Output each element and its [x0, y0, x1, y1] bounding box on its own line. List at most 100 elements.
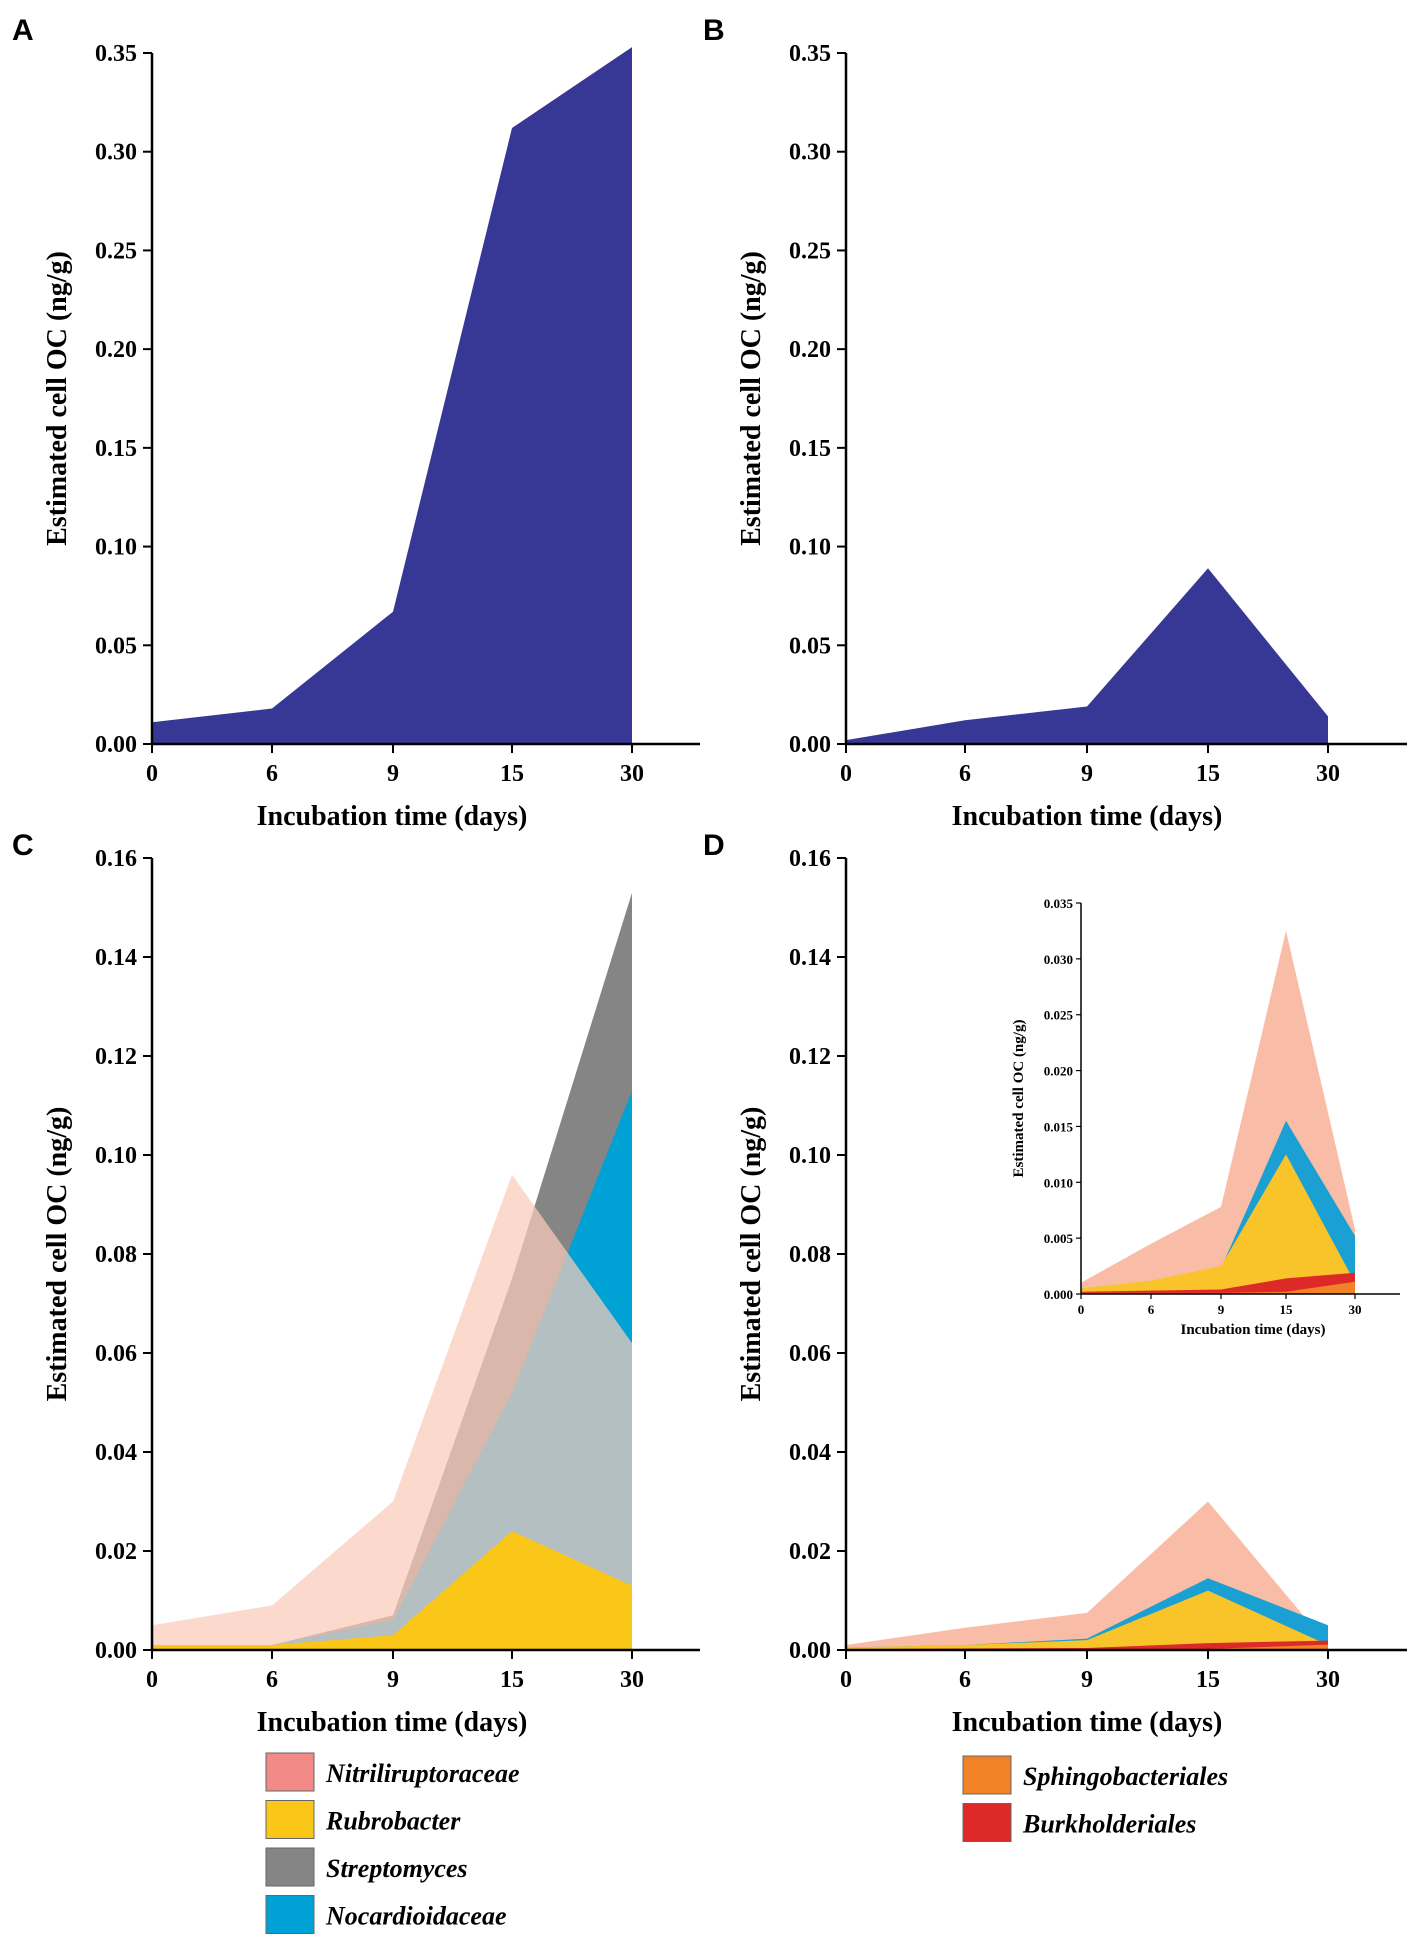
panel-d-inset-y-tick-label: 0.020 — [1044, 1064, 1073, 1079]
panel-c-y-tick-label: 0.06 — [95, 1341, 137, 1367]
panel-d-x-tick-label: 6 — [959, 1667, 971, 1693]
panel-label-b: B — [703, 14, 725, 47]
panel-b-y-tick-label: 0.15 — [789, 436, 831, 462]
panel-d-inset-y-tick-label: 0.010 — [1044, 1175, 1073, 1190]
panel-d-y-tick-label: 0.08 — [789, 1242, 831, 1268]
panel-c-y-tick-label: 0.02 — [95, 1539, 137, 1565]
panel-d-y-tick-label: 0.00 — [789, 1638, 831, 1664]
panel-label-d: D — [703, 829, 725, 862]
legend-swatch-burkholderiales — [962, 1803, 1012, 1842]
panel-a-x-axis-title: Incubation time (days) — [257, 801, 528, 832]
legend-swatch-nocardioidaceae — [265, 1895, 315, 1934]
panel-b-area-total — [846, 568, 1328, 744]
panel-a-y-tick-label: 0.30 — [95, 140, 137, 166]
panel-a-x-tick-label: 0 — [146, 761, 158, 787]
panel-d-inset-area-rubrobacter — [1081, 1154, 1355, 1294]
panel-d-inset-area-sphingobacteriales — [1081, 1281, 1355, 1294]
panel-d-inset-y-tick-label: 0.035 — [1044, 896, 1074, 911]
panel-b-x-tick-label: 0 — [840, 761, 852, 787]
panel-c-y-tick-label: 0.10 — [95, 1143, 137, 1169]
panel-d-inset-y-tick-label: 0.005 — [1044, 1231, 1074, 1246]
panel-a-y-tick-label: 0.00 — [95, 732, 137, 758]
panel-d-x-tick-label: 15 — [1196, 1667, 1220, 1693]
panel-d-inset-x-axis-title: Incubation time (days) — [1180, 1322, 1325, 1338]
legend-label-nocardioidaceae: Nocardioidaceae — [325, 1902, 507, 1931]
panel-a-x-tick-label: 15 — [500, 761, 524, 787]
panel-b-y-tick-label: 0.05 — [789, 633, 831, 659]
legend-swatch-sphingobacteriales — [962, 1755, 1012, 1795]
legend-label-streptomyces: Streptomyces — [326, 1854, 468, 1883]
panel-d-inset-x-tick-label: 6 — [1148, 1302, 1155, 1317]
panel-d-inset-y-tick-label: 0.030 — [1044, 952, 1073, 967]
panel-c-area-rubrobacter — [152, 1531, 632, 1650]
panel-b-x-tick-label: 15 — [1196, 761, 1220, 787]
panel-d-inset-x-tick-label: 30 — [1349, 1302, 1362, 1317]
panel-a-area-total — [152, 47, 632, 745]
panel-a-y-axis-title: Estimated cell OC (ng/g) — [42, 251, 73, 546]
panel-d-inset-y-tick-label: 0.025 — [1044, 1008, 1074, 1023]
panel-c-y-tick-label: 0.14 — [95, 945, 137, 971]
panel-d-y-axis-title: Estimated cell OC (ng/g) — [736, 1107, 767, 1402]
legend-label-burkholderiales: Burkholderiales — [1022, 1810, 1196, 1839]
panel-b-y-tick-label: 0.00 — [789, 732, 831, 758]
panel-b-y-tick-label: 0.35 — [789, 41, 831, 67]
legend-swatch-rubrobacter — [265, 1800, 315, 1839]
panel-d-chart: 0.00 0.02 0.04 0.06 0.08 0.10 0.12 0.14 0.16 0 6 9 1… — [736, 846, 1407, 1738]
legend-swatch-streptomyces — [265, 1847, 315, 1887]
legend-label-sphingobacteriales: Sphingobacteriales — [1023, 1762, 1228, 1791]
panel-b-x-tick-label: 30 — [1316, 761, 1340, 787]
panel-d-inset-area-burkholderiales — [1081, 1272, 1355, 1294]
panel-a-y-tick-label: 0.05 — [95, 633, 137, 659]
panel-c-y-tick-label: 0.08 — [95, 1242, 137, 1268]
legend-label-nitriliruptoraceae: Nitriliruptoraceae — [325, 1759, 520, 1788]
panel-b-x-tick-label: 6 — [959, 761, 971, 787]
panel-b-x-tick-label: 9 — [1081, 761, 1093, 787]
legend-swatch-nitriliruptoraceae — [265, 1752, 315, 1792]
legend-label-rubrobacter: Rubrobacter — [325, 1807, 461, 1836]
panel-d-inset-y-axis-title: Estimated cell OC (ng/g) — [1011, 1020, 1027, 1178]
panel-a-x-tick-label: 9 — [387, 761, 399, 787]
panel-c-x-tick-label: 9 — [387, 1667, 399, 1693]
panel-c-x-tick-label: 0 — [146, 1667, 158, 1693]
panel-d-y-tick-label: 0.12 — [789, 1044, 831, 1070]
panel-d-y-tick-label: 0.06 — [789, 1341, 831, 1367]
panel-c-y-axis-title: Estimated cell OC (ng/g) — [42, 1107, 73, 1402]
panel-c-y-tick-label: 0.12 — [95, 1044, 137, 1070]
panel-d-x-tick-label: 0 — [840, 1667, 852, 1693]
panel-d-y-tick-label: 0.14 — [789, 945, 831, 971]
panel-b-x-axis-title: Incubation time (days) — [952, 801, 1223, 832]
panel-d-inset-y-tick-label: 0.000 — [1044, 1287, 1073, 1302]
panel-a-y-tick-label: 0.35 — [95, 41, 137, 67]
panel-b-y-tick-label: 0.30 — [789, 140, 831, 166]
panel-d-inset-chart: 0.000 0.005 0.010 0.015 0.020 0.025 0.030 0.035… — [1011, 896, 1400, 1338]
panel-c-x-axis-title: Incubation time (days) — [257, 1707, 528, 1738]
panel-a-x-tick-label: 30 — [620, 761, 644, 787]
panel-d-area-rubrobacter — [846, 1590, 1328, 1650]
panel-d-area-burkholderiales — [846, 1640, 1328, 1650]
panel-c-chart: 0.00 0.02 0.04 0.06 0.08 0.10 0.12 0.14 0.16 0 6 9 1… — [42, 846, 700, 1738]
panel-b-y-tick-label: 0.20 — [789, 337, 831, 363]
panel-d-y-tick-label: 0.10 — [789, 1143, 831, 1169]
panel-a-x-tick-label: 6 — [266, 761, 278, 787]
legend-right: Sphingobacteriales Burkholderiales — [962, 1755, 1228, 1842]
panel-a-chart: 0.00 0.05 0.10 0.15 0.20 0.25 0.30 0.35 0 6 9 15 30 I… — [42, 41, 700, 832]
panel-d-inset-x-tick-label: 0 — [1078, 1302, 1085, 1317]
panel-c-y-tick-label: 0.04 — [95, 1440, 137, 1466]
panel-b-y-axis-title: Estimated cell OC (ng/g) — [736, 251, 767, 546]
panel-c-y-tick-label: 0.00 — [95, 1638, 137, 1664]
panel-c-x-tick-label: 30 — [620, 1667, 644, 1693]
panel-label-a: A — [12, 14, 34, 47]
panel-d-x-tick-label: 30 — [1316, 1667, 1340, 1693]
panel-d-x-axis-title: Incubation time (days) — [952, 1707, 1223, 1738]
legend-left: Nitriliruptoraceae Rubrobacter Streptomyce… — [265, 1752, 520, 1934]
panel-b-chart: 0.00 0.05 0.10 0.15 0.20 0.25 0.30 0.35 0 6 9 15 30 I… — [736, 41, 1407, 832]
panel-c-x-tick-label: 15 — [500, 1667, 524, 1693]
panel-d-y-tick-label: 0.16 — [789, 846, 831, 872]
panel-b-y-tick-label: 0.25 — [789, 238, 831, 264]
panel-c-y-tick-label: 0.16 — [95, 846, 137, 872]
panel-d-inset-y-tick-label: 0.015 — [1044, 1119, 1074, 1134]
panel-a-y-tick-label: 0.10 — [95, 535, 137, 561]
panel-c-x-tick-label: 6 — [266, 1667, 278, 1693]
panel-d-inset-x-tick-label: 9 — [1218, 1302, 1225, 1317]
